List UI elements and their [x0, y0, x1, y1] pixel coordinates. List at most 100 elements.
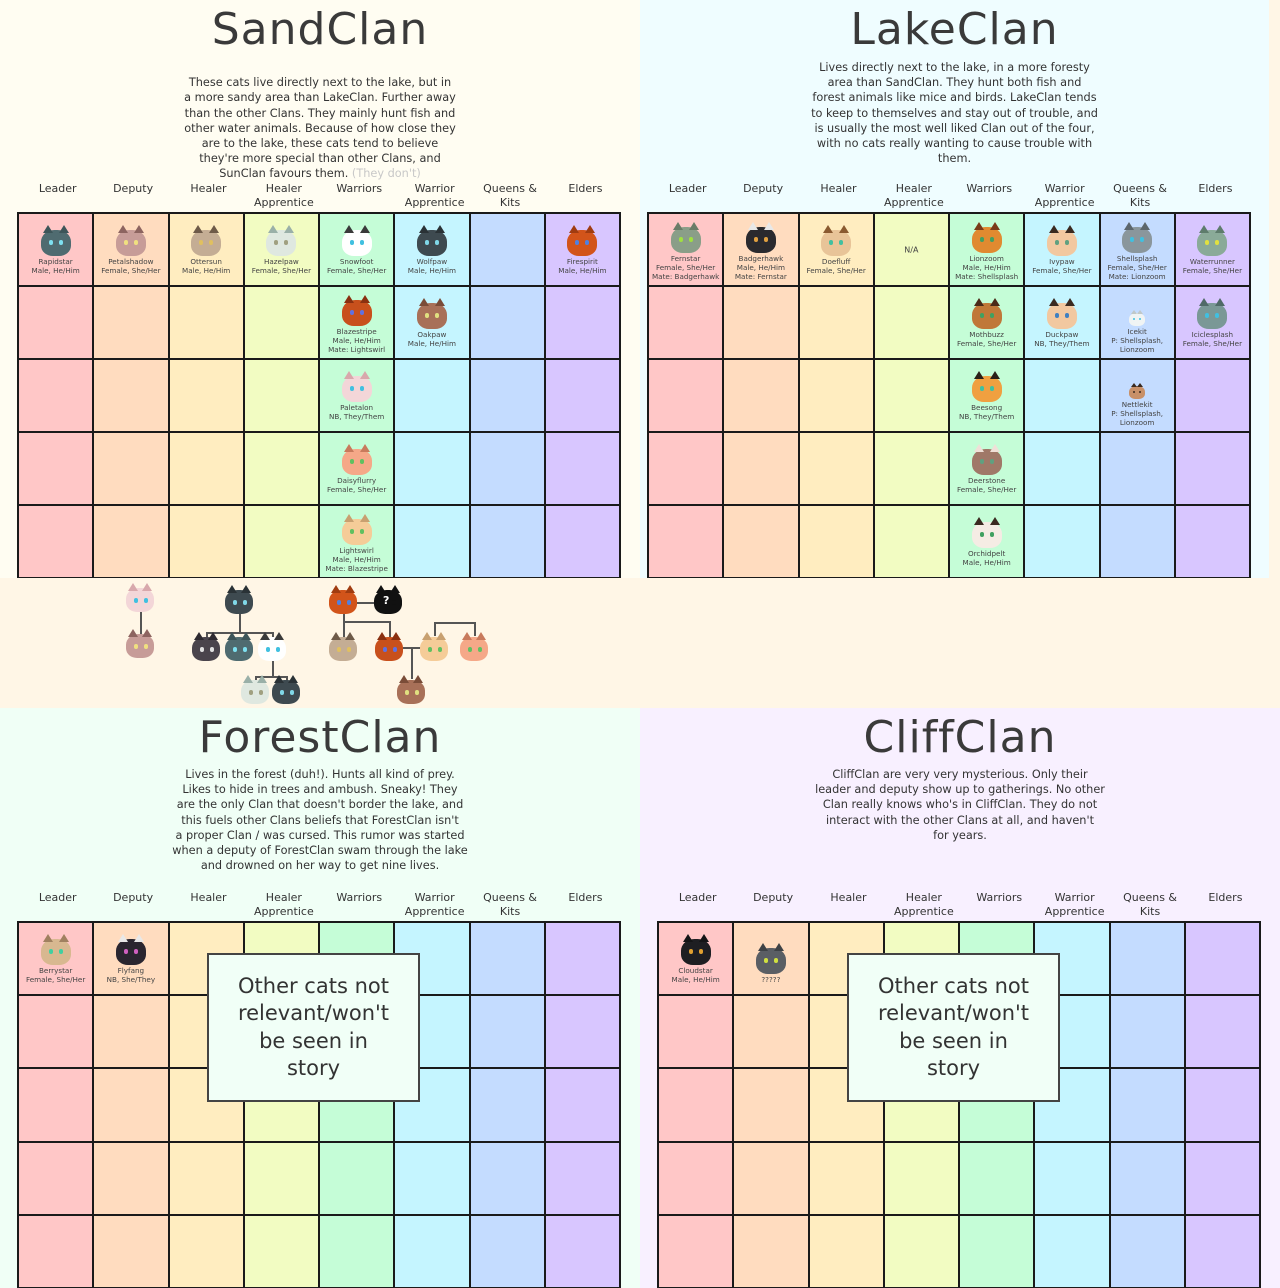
- roster-cell: [545, 506, 619, 577]
- cat-name: Lightswirl: [339, 546, 374, 555]
- family-tree-cat-oakpaw: [397, 675, 425, 705]
- forestclan-panel: ForestClan Lives in the forest (duh!). H…: [0, 708, 640, 1288]
- cat-info: Female, She/Her: [1182, 266, 1243, 275]
- roster-cell: [649, 287, 723, 358]
- column-header: Elders: [568, 891, 603, 904]
- roster-cell: [94, 506, 168, 577]
- roster-cell: [1185, 1215, 1259, 1287]
- roster-cell: [659, 1069, 733, 1141]
- cat-name: Icekit: [1127, 327, 1147, 336]
- cat-entry: Daisyflurry Female, She/Her: [327, 444, 386, 494]
- cat-entry: Blazestripe Male, He/Him Mate: Lightswirl: [328, 295, 385, 354]
- column-header: Healer Apprentice: [894, 891, 954, 918]
- cat-entry: Berrystar Female, She/Her: [26, 934, 85, 984]
- cat-entry: Beesong NB, They/Them: [958, 371, 1015, 421]
- roster-cell: [1100, 506, 1174, 577]
- cat-name: Petalshadow: [108, 257, 154, 266]
- cat-avatar-icon: [1129, 310, 1146, 326]
- roster-cell: [395, 506, 469, 577]
- roster-cell: Petalshadow Female, She/Her: [94, 214, 168, 285]
- cat-name: Iciclesplash: [1191, 330, 1234, 339]
- roster-cell: [724, 433, 798, 504]
- roster-cell: Orchidpelt Male, He/Him: [950, 506, 1024, 577]
- roster-cell: [960, 1215, 1034, 1287]
- family-tree-cat-wolfpaw: [272, 675, 300, 705]
- family-tree-line: [411, 647, 413, 679]
- not-relevant-note: Other cats not relevant/won't be seen in…: [207, 953, 420, 1102]
- column-header: Healer: [820, 182, 857, 195]
- cat-name: Deerstone: [967, 476, 1006, 485]
- clan-title: ForestClan: [198, 712, 442, 763]
- roster-cell: [470, 360, 544, 431]
- cat-info: Female, She/Her: [956, 339, 1017, 348]
- cat-name: Ivypaw: [1049, 257, 1075, 266]
- cat-avatar-icon: [329, 585, 357, 614]
- cat-name: Hazelpaw: [263, 257, 299, 266]
- roster-cell: Fernstar Female, She/Her Mate: Badgerhawk: [649, 214, 723, 285]
- cat-name: Berrystar: [38, 966, 73, 976]
- roster-cell: [724, 506, 798, 577]
- cat-name: Wolfpaw: [416, 257, 448, 266]
- column-header: Leader: [38, 891, 77, 904]
- cat-avatar-icon: [1122, 222, 1153, 253]
- column-header: Healer Apprentice: [254, 891, 314, 918]
- roster-cell: [809, 1215, 883, 1287]
- roster-cell: [470, 214, 544, 285]
- cat-entry: Icekit P: Shellsplash, Lionzoom: [1111, 310, 1163, 354]
- roster-cell: [244, 360, 318, 431]
- roster-cell: [545, 1142, 619, 1214]
- family-tree-cat-hazelpaw: [241, 675, 269, 705]
- cat-avatar-icon: ?: [374, 585, 402, 614]
- cat-name: ?????: [761, 975, 781, 985]
- column-headers: Leader Deputy Healer Healer Apprentice Warri…: [660, 891, 1263, 918]
- cat-avatar-icon: [272, 675, 300, 704]
- column-header: Warrior Apprentice: [404, 891, 465, 918]
- roster-cell: [470, 1215, 544, 1287]
- roster-cell: Oakpaw Male, He/Him: [395, 287, 469, 358]
- roster-cell: Firespirit Male, He/Him: [545, 214, 619, 285]
- roster-cell: [470, 1142, 544, 1214]
- roster-cell: Snowfoot Female, She/Her: [320, 214, 394, 285]
- cat-info: Male, He/Him: [332, 555, 381, 564]
- cat-avatar-icon: [821, 225, 852, 256]
- roster-cell: Badgerhawk Male, He/Him Mate: Fernstar: [724, 214, 798, 285]
- cat-name: Ottersun: [190, 257, 222, 266]
- cat-entry: Cloudstar Male, He/Him: [672, 934, 720, 984]
- clan-title: CliffClan: [863, 712, 1057, 763]
- roster-cell: [1025, 360, 1099, 431]
- family-tree-cat-dark-kit: [192, 632, 220, 662]
- roster-cell: [1035, 1215, 1109, 1287]
- cat-avatar-icon: [341, 444, 372, 475]
- clan-title: SandClan: [211, 4, 429, 55]
- family-tree-line: [239, 610, 241, 634]
- cat-entry: Waterrunner Female, She/Her: [1182, 225, 1243, 275]
- cat-entry: Ivypaw Female, She/Her: [1032, 225, 1092, 275]
- family-tree-cat-daisyflurry: [460, 632, 488, 662]
- cat-info: NB, They/Them: [958, 412, 1015, 421]
- cat-avatar-icon: [670, 222, 701, 253]
- cat-avatar-icon: [1197, 298, 1228, 329]
- roster-cell: Icekit P: Shellsplash, Lionzoom: [1100, 287, 1174, 358]
- roster-cell: Deerstone Female, She/Her: [950, 433, 1024, 504]
- cat-entry: Fernstar Female, She/Her Mate: Badgerhawk: [652, 222, 719, 281]
- roster-cell: [94, 996, 168, 1068]
- cat-avatar-icon: [126, 583, 154, 612]
- roster-cell: [470, 287, 544, 358]
- cat-avatar-icon: [191, 225, 222, 256]
- roster-cell: [545, 923, 619, 995]
- roster-cell: Ivypaw Female, She/Her: [1025, 214, 1099, 285]
- cat-name: Nettlekit: [1121, 400, 1153, 409]
- column-header: Elders: [1208, 891, 1243, 904]
- roster-cell: [874, 433, 948, 504]
- lakeclan-panel: LakeClan Lives directly next to the lake…: [640, 0, 1269, 579]
- cat-info: Lionzoom: [1119, 345, 1155, 354]
- roster-cell: [169, 506, 243, 577]
- column-header: Warrior Apprentice: [1034, 182, 1095, 209]
- roster-cell: [649, 433, 723, 504]
- roster-cell: [1025, 506, 1099, 577]
- family-tree-line: [206, 632, 274, 634]
- cat-avatar-icon: [126, 629, 154, 658]
- cat-info: NB, They/Them: [1034, 339, 1090, 348]
- roster-cell: [1175, 506, 1249, 577]
- column-header: Deputy: [753, 891, 794, 904]
